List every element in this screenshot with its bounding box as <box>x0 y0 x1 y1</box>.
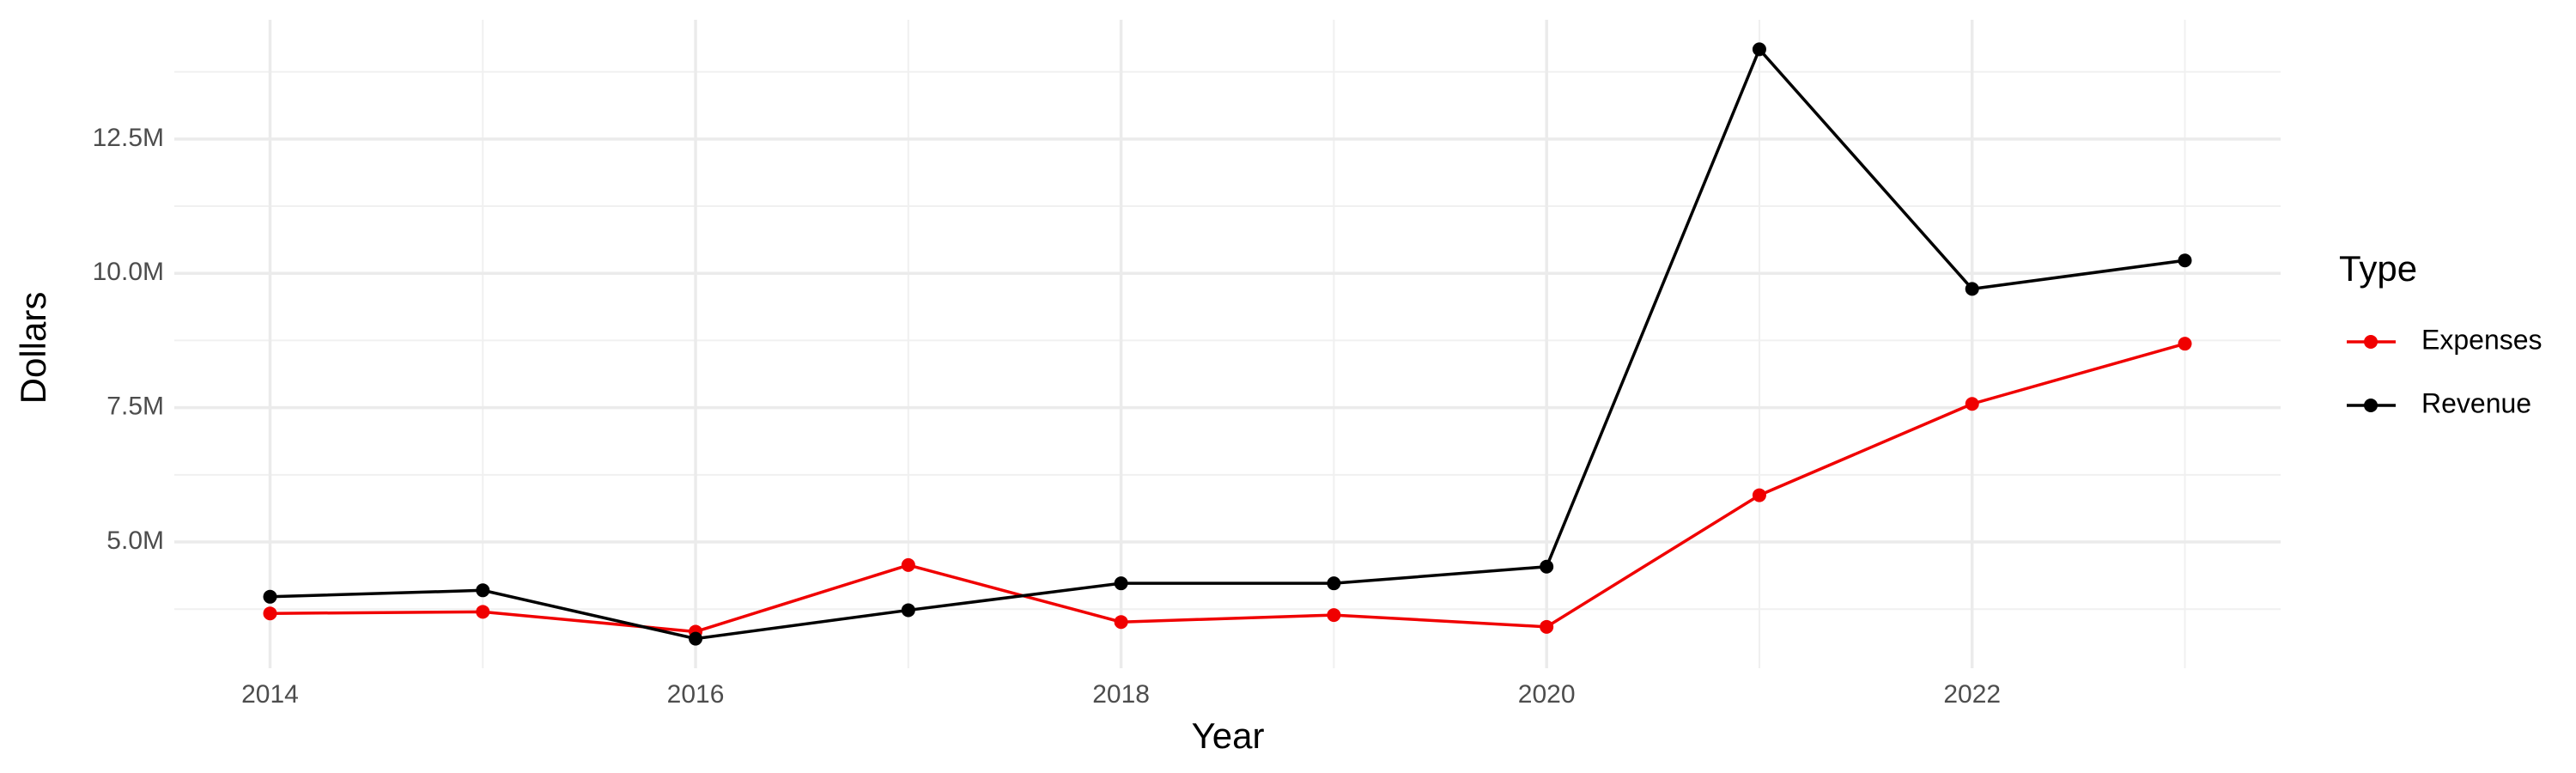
data-point <box>1114 615 1128 630</box>
data-point <box>2178 253 2192 268</box>
x-tick-label: 2014 <box>241 680 299 709</box>
legend-title: Type <box>2339 248 2417 289</box>
data-point <box>1540 559 1554 574</box>
legend-label: Expenses <box>2421 324 2543 355</box>
legend-key-point <box>2364 335 2378 349</box>
x-tick-label: 2022 <box>1943 680 2001 709</box>
data-point <box>1327 608 1341 623</box>
legend-key-point <box>2364 399 2378 412</box>
data-point <box>1965 397 1979 411</box>
data-point <box>1327 576 1341 591</box>
x-tick-label: 2020 <box>1518 680 1576 709</box>
y-tick-label: 5.0M <box>106 526 164 555</box>
data-point <box>1752 42 1766 57</box>
series-line <box>270 46 2185 641</box>
series-line <box>270 342 2185 634</box>
y-tick-label: 10.0M <box>93 258 164 286</box>
data-point <box>901 603 915 618</box>
data-point <box>2178 337 2192 351</box>
data-point <box>1752 488 1766 502</box>
data-point <box>1965 282 1979 296</box>
data-point <box>476 605 490 619</box>
data-point <box>901 557 915 572</box>
legend-label: Revenue <box>2421 387 2531 418</box>
data-point <box>263 606 277 621</box>
data-point <box>1540 619 1554 634</box>
x-tick-label: 2016 <box>667 680 725 709</box>
x-axis-title: Year <box>1192 715 1265 756</box>
y-tick-label: 7.5M <box>106 393 164 421</box>
x-tick-label: 2018 <box>1092 680 1150 709</box>
y-tick-label: 12.5M <box>93 124 164 152</box>
data-point <box>263 589 277 604</box>
data-point <box>476 583 490 598</box>
y-axis-title: Dollars <box>13 292 53 405</box>
data-point <box>1114 576 1128 591</box>
data-point <box>689 631 703 646</box>
